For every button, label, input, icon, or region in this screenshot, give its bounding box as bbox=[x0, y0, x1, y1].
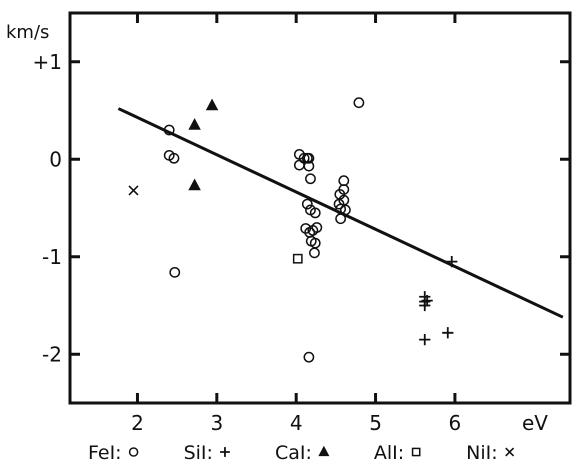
y-axis-label: km/s bbox=[6, 22, 49, 43]
plot-frame bbox=[68, 11, 572, 405]
data-point bbox=[301, 198, 313, 210]
legend-label: CaI: bbox=[275, 442, 312, 464]
legend-marker-triangle-icon bbox=[318, 445, 330, 457]
data-point bbox=[128, 185, 139, 196]
data-point bbox=[305, 173, 316, 185]
x-tick-label: 3 bbox=[210, 411, 223, 435]
data-point bbox=[292, 253, 303, 264]
series-nii bbox=[128, 185, 139, 196]
data-point bbox=[303, 152, 315, 164]
data-markers bbox=[128, 97, 458, 363]
data-point bbox=[419, 334, 431, 346]
x-axis-label: eV bbox=[522, 411, 548, 435]
data-point bbox=[442, 327, 454, 339]
fit-line-layer bbox=[117, 107, 564, 319]
legend-marker-square-icon bbox=[411, 447, 421, 457]
data-point bbox=[188, 118, 201, 130]
series-fei bbox=[163, 97, 365, 363]
data-point bbox=[303, 160, 315, 172]
y-tick-label: 0 bbox=[49, 147, 62, 171]
data-point bbox=[163, 124, 175, 136]
legend-item-ali: AlI: bbox=[374, 442, 421, 464]
y-axis-ticks: +1 0 -1 -2 bbox=[33, 50, 570, 366]
data-point bbox=[421, 295, 433, 307]
series-sii bbox=[419, 256, 458, 346]
x-tick-label: 4 bbox=[290, 411, 303, 435]
data-point bbox=[309, 207, 321, 219]
legend-label: SiI: bbox=[184, 442, 213, 464]
legend-marker-circle-icon bbox=[128, 447, 139, 457]
data-point bbox=[339, 204, 351, 216]
series-cai bbox=[188, 98, 219, 191]
y-tick-label: -1 bbox=[42, 245, 62, 269]
data-point bbox=[303, 351, 315, 363]
data-point bbox=[205, 98, 219, 111]
x-axis-ticks: 2 3 4 5 6 bbox=[131, 13, 461, 435]
legend-item-cai: CaI: bbox=[275, 442, 330, 464]
y-tick-label: +1 bbox=[33, 50, 62, 74]
data-point bbox=[311, 222, 323, 233]
x-tick-label: 6 bbox=[449, 411, 462, 435]
legend-marker-plus-icon bbox=[220, 447, 230, 457]
data-point bbox=[168, 152, 180, 164]
data-point bbox=[169, 266, 181, 278]
legend-label: NiI: bbox=[466, 442, 498, 464]
data-point bbox=[298, 152, 310, 164]
legend: FeI: SiI: CaI: AlI: NiI: bbox=[88, 442, 515, 464]
x-tick-label: 2 bbox=[131, 411, 144, 435]
series-ali bbox=[292, 253, 303, 264]
data-point bbox=[293, 159, 305, 171]
data-point bbox=[338, 184, 350, 195]
data-point bbox=[188, 178, 201, 191]
data-point bbox=[419, 299, 431, 312]
data-point bbox=[446, 256, 458, 268]
legend-item-nii: NiI: bbox=[466, 442, 515, 464]
data-point bbox=[353, 97, 365, 109]
legend-label: FeI: bbox=[88, 442, 122, 464]
legend-item-sii: SiI: bbox=[184, 442, 230, 464]
fit-line bbox=[117, 107, 564, 319]
data-point bbox=[338, 175, 350, 187]
y-tick-label: -2 bbox=[42, 342, 62, 366]
data-point bbox=[335, 213, 347, 225]
legend-label: AlI: bbox=[374, 442, 404, 464]
legend-marker-x-icon bbox=[505, 447, 515, 457]
data-point bbox=[309, 247, 320, 259]
legend-item-fei: FeI: bbox=[88, 442, 139, 464]
x-tick-label: 5 bbox=[369, 411, 382, 435]
